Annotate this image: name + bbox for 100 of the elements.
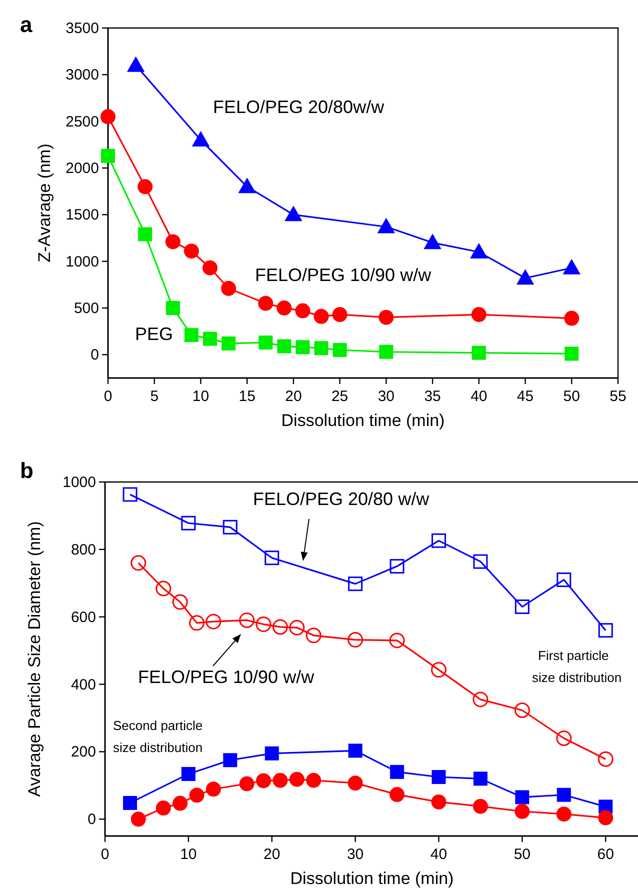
point — [264, 550, 280, 566]
x-tick-label: 50 — [514, 846, 531, 863]
y-tick-label: 3500 — [66, 20, 99, 37]
point — [516, 270, 534, 285]
point — [272, 619, 288, 635]
point — [598, 751, 614, 767]
y-tick-label: 400 — [70, 676, 96, 694]
point — [563, 259, 580, 274]
x-tick-label: 30 — [346, 846, 364, 863]
point — [390, 559, 404, 574]
point — [390, 764, 404, 779]
point — [123, 796, 138, 810]
point — [432, 533, 446, 548]
point — [473, 554, 488, 569]
annotation: First particle size distribution — [532, 648, 622, 685]
point — [101, 148, 115, 163]
point — [138, 227, 152, 242]
point — [598, 623, 613, 638]
y-tick-label: 2500 — [66, 113, 99, 130]
point — [156, 580, 172, 596]
x-axis-title: Dissolution time (min) — [281, 411, 445, 430]
point — [181, 766, 196, 781]
point — [514, 702, 530, 718]
point — [289, 772, 304, 787]
y-tick-label: 1000 — [66, 253, 99, 270]
y-tick-label: 200 — [70, 744, 96, 761]
point — [348, 576, 363, 592]
point — [332, 307, 348, 322]
point — [276, 300, 292, 316]
point — [258, 336, 273, 350]
point — [515, 790, 530, 804]
point — [289, 620, 305, 636]
point — [378, 218, 395, 234]
point — [431, 794, 446, 810]
point — [202, 260, 218, 276]
point — [556, 572, 572, 588]
point — [264, 746, 279, 760]
x-axis-title: Dissolution time (min) — [290, 869, 454, 888]
point — [431, 662, 446, 678]
point — [184, 244, 199, 259]
point — [306, 772, 322, 788]
point — [332, 343, 347, 357]
point — [472, 346, 486, 360]
y-tick-label: 0 — [88, 811, 96, 828]
series-label: FELO/PEG 10/90 w/w — [255, 265, 432, 285]
point — [389, 632, 405, 648]
point — [166, 301, 180, 315]
x-tick-label: 60 — [597, 846, 614, 863]
x-tick-label: 5 — [150, 388, 159, 405]
x-tick-label: 15 — [238, 388, 256, 405]
point — [471, 307, 486, 322]
point — [473, 772, 488, 786]
point — [556, 806, 572, 822]
point — [514, 599, 530, 614]
point — [165, 234, 180, 250]
x-tick-label: 20 — [264, 846, 280, 863]
point — [314, 341, 328, 356]
point — [390, 787, 405, 802]
x-tick-label: 30 — [378, 388, 395, 405]
point — [348, 744, 362, 758]
point — [256, 616, 272, 632]
x-tick-label: 0 — [104, 388, 112, 405]
point — [206, 614, 222, 630]
x-tick-label: 20 — [285, 388, 302, 405]
y-tick-label: 600 — [70, 608, 96, 626]
x-tick-label: 40 — [470, 388, 488, 405]
point — [222, 336, 236, 350]
series-label: PEG — [135, 324, 174, 344]
point — [378, 310, 394, 325]
series-label: FELO/PEG 20/80 w/w — [253, 489, 430, 509]
y-axis-title: Z-Avarage (nm) — [35, 144, 54, 262]
point — [284, 206, 302, 222]
annotation: Second particle size distribution — [113, 718, 203, 755]
point — [296, 340, 310, 354]
x-tick-label: 0 — [100, 846, 110, 863]
point — [100, 109, 116, 124]
point — [203, 332, 217, 346]
point — [138, 179, 153, 194]
point — [472, 798, 488, 814]
point — [189, 788, 204, 803]
x-tick-label: 55 — [610, 388, 626, 405]
point — [130, 555, 146, 571]
x-tick-label: 10 — [192, 388, 210, 405]
point — [189, 615, 205, 631]
point — [258, 296, 274, 311]
point — [306, 628, 322, 644]
point — [272, 772, 288, 788]
y-axis-title: Avarage Particle Size Diameter (nm) — [25, 521, 44, 797]
y-tick-label: 1000 — [62, 474, 96, 491]
y-tick-label: 0 — [90, 346, 99, 364]
point — [127, 56, 144, 72]
point — [432, 770, 446, 784]
y-tick-label: 2000 — [66, 160, 99, 177]
point — [256, 773, 272, 788]
point — [222, 520, 238, 534]
y-tick-label: 3000 — [66, 66, 99, 84]
point — [348, 776, 363, 791]
point — [277, 339, 292, 354]
x-tick-label: 50 — [563, 388, 580, 405]
point — [556, 788, 571, 802]
